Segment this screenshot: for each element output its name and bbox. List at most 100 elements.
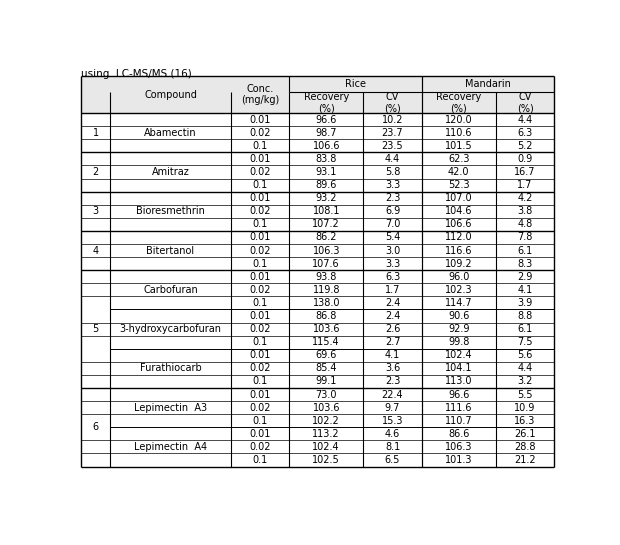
Text: 0.1: 0.1 xyxy=(252,298,268,308)
Text: 110.6: 110.6 xyxy=(445,128,472,138)
Text: 3: 3 xyxy=(92,207,99,216)
Text: 93.1: 93.1 xyxy=(316,167,337,177)
Text: 5.8: 5.8 xyxy=(385,167,400,177)
Text: 4.4: 4.4 xyxy=(518,114,533,125)
Text: 90.6: 90.6 xyxy=(448,311,469,321)
Text: CV
(%): CV (%) xyxy=(516,92,533,113)
Text: 0.1: 0.1 xyxy=(252,141,268,151)
Text: 0.02: 0.02 xyxy=(249,285,271,295)
Text: 119.8: 119.8 xyxy=(312,285,340,295)
Text: 0.1: 0.1 xyxy=(252,455,268,465)
Text: 7.0: 7.0 xyxy=(385,220,400,229)
Text: Bitertanol: Bitertanol xyxy=(146,246,195,256)
Text: 21.2: 21.2 xyxy=(514,455,536,465)
Text: 6.1: 6.1 xyxy=(518,246,533,256)
Text: 4: 4 xyxy=(92,246,99,256)
Text: 0.1: 0.1 xyxy=(252,337,268,347)
Text: 115.4: 115.4 xyxy=(312,337,340,347)
Text: Compound: Compound xyxy=(144,90,197,100)
Text: 106.6: 106.6 xyxy=(445,220,472,229)
Text: Recovery
(%): Recovery (%) xyxy=(304,92,349,113)
Text: 10.9: 10.9 xyxy=(515,403,536,413)
Text: 0.1: 0.1 xyxy=(252,220,268,229)
Text: 9.7: 9.7 xyxy=(385,403,400,413)
Text: 85.4: 85.4 xyxy=(316,364,337,373)
Text: 111.6: 111.6 xyxy=(445,403,472,413)
Text: 8.8: 8.8 xyxy=(518,311,533,321)
Text: 3.2: 3.2 xyxy=(517,377,533,386)
Text: 138.0: 138.0 xyxy=(312,298,340,308)
Text: 0.02: 0.02 xyxy=(249,167,271,177)
Text: 6.1: 6.1 xyxy=(518,324,533,334)
Text: 4.1: 4.1 xyxy=(385,350,400,360)
Text: 8.3: 8.3 xyxy=(518,259,533,269)
Text: 0.01: 0.01 xyxy=(249,429,271,439)
Text: 2.6: 2.6 xyxy=(385,324,400,334)
Text: 113.0: 113.0 xyxy=(445,377,472,386)
Text: Conc.
(mg/kg): Conc. (mg/kg) xyxy=(241,84,279,106)
Text: 0.1: 0.1 xyxy=(252,416,268,426)
Text: 96.0: 96.0 xyxy=(448,272,469,282)
Text: 99.1: 99.1 xyxy=(316,377,337,386)
Text: 93.2: 93.2 xyxy=(316,193,337,203)
Text: 2: 2 xyxy=(92,167,99,177)
Text: 3.8: 3.8 xyxy=(518,207,533,216)
Text: 1: 1 xyxy=(92,128,99,138)
Text: 96.6: 96.6 xyxy=(448,390,469,399)
Text: 0.01: 0.01 xyxy=(249,272,271,282)
Text: 6.5: 6.5 xyxy=(385,455,400,465)
Text: 5.4: 5.4 xyxy=(385,233,400,243)
Text: 86.2: 86.2 xyxy=(316,233,337,243)
Text: 69.6: 69.6 xyxy=(316,350,337,360)
Text: 15.3: 15.3 xyxy=(382,416,403,426)
Text: 5.6: 5.6 xyxy=(517,350,533,360)
Text: 96.6: 96.6 xyxy=(316,114,337,125)
Text: 5: 5 xyxy=(92,324,99,334)
Text: 103.6: 103.6 xyxy=(312,403,340,413)
Text: Lepimectin  A4: Lepimectin A4 xyxy=(134,442,207,452)
Text: Abamectin: Abamectin xyxy=(144,128,197,138)
Text: 106.3: 106.3 xyxy=(445,442,472,452)
Text: 7.8: 7.8 xyxy=(517,233,533,243)
Text: 112.0: 112.0 xyxy=(445,233,472,243)
Text: 110.7: 110.7 xyxy=(445,416,472,426)
Text: 114.7: 114.7 xyxy=(445,298,472,308)
Text: 0.02: 0.02 xyxy=(249,403,271,413)
Text: Carbofuran: Carbofuran xyxy=(143,285,198,295)
Text: Mandarin: Mandarin xyxy=(465,79,511,89)
Text: 5.5: 5.5 xyxy=(517,390,533,399)
Text: 0.1: 0.1 xyxy=(252,377,268,386)
Text: CV
(%): CV (%) xyxy=(384,92,401,113)
Text: 23.5: 23.5 xyxy=(382,141,404,151)
Text: 1.7: 1.7 xyxy=(385,285,400,295)
Text: 89.6: 89.6 xyxy=(316,180,337,190)
Text: 101.3: 101.3 xyxy=(445,455,472,465)
Text: 4.4: 4.4 xyxy=(518,364,533,373)
Text: 6.3: 6.3 xyxy=(518,128,533,138)
Text: 2.4: 2.4 xyxy=(385,298,400,308)
Text: using  LC-MS/MS (16): using LC-MS/MS (16) xyxy=(81,69,192,79)
Text: 4.8: 4.8 xyxy=(518,220,533,229)
Text: 86.6: 86.6 xyxy=(448,429,469,439)
Text: 101.5: 101.5 xyxy=(445,141,472,151)
Text: 23.7: 23.7 xyxy=(382,128,404,138)
Text: 73.0: 73.0 xyxy=(316,390,337,399)
Text: Recovery
(%): Recovery (%) xyxy=(436,92,481,113)
Text: 0.01: 0.01 xyxy=(249,390,271,399)
Text: 3.3: 3.3 xyxy=(385,180,400,190)
Text: 3.3: 3.3 xyxy=(385,259,400,269)
Text: 0.02: 0.02 xyxy=(249,442,271,452)
Text: 99.8: 99.8 xyxy=(448,337,469,347)
Text: 2.7: 2.7 xyxy=(385,337,401,347)
Bar xyxy=(81,76,554,113)
Text: 102.3: 102.3 xyxy=(445,285,472,295)
Text: 6.3: 6.3 xyxy=(385,272,400,282)
Text: 6: 6 xyxy=(92,422,99,432)
Text: 42.0: 42.0 xyxy=(448,167,469,177)
Text: 2.4: 2.4 xyxy=(385,311,400,321)
Text: 107.6: 107.6 xyxy=(312,259,340,269)
Text: 0.1: 0.1 xyxy=(252,180,268,190)
Text: 4.1: 4.1 xyxy=(518,285,533,295)
Text: 116.6: 116.6 xyxy=(445,246,472,256)
Text: 102.4: 102.4 xyxy=(445,350,472,360)
